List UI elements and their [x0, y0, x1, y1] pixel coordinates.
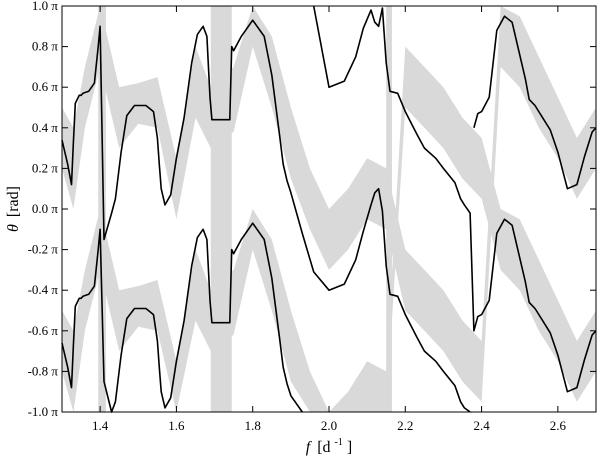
y-tick-label: -1.0 π — [28, 404, 59, 419]
y-tick-label: -0.2 π — [28, 242, 59, 257]
y-tick-label: -0.8 π — [28, 363, 59, 378]
series-line — [61, 15, 597, 413]
line-layer — [61, 5, 597, 413]
x-tick-label: 2.2 — [397, 418, 413, 433]
uncertainty-band — [62, 46, 596, 412]
y-tick-label: 0.6 π — [32, 79, 59, 94]
x-tick-label: 2.4 — [473, 418, 490, 433]
y-axis-label: θ [rad] — [5, 186, 22, 232]
vertical-band — [98, 6, 106, 412]
y-tick-label: 0.2 π — [32, 160, 59, 175]
vertical-band — [386, 6, 392, 412]
x-axis-unit-base: [d — [317, 439, 330, 456]
y-tick-label: 0.0 π — [32, 201, 59, 216]
y-tick-label: -0.4 π — [28, 282, 59, 297]
y-tick-label: 0.8 π — [32, 39, 59, 54]
x-tick-label: 1.6 — [168, 418, 185, 433]
uncertainty-band — [62, 6, 596, 402]
x-axis-unit-close: ] — [347, 439, 352, 456]
x-tick-label: 2.6 — [550, 418, 567, 433]
band-layer — [62, 6, 596, 412]
x-axis-unit-sup: -1 — [335, 437, 343, 448]
x-axis-symbol: f — [306, 439, 313, 456]
y-tick-label: -0.6 π — [28, 323, 59, 338]
vertical-band — [210, 6, 232, 412]
y-axis-unit: [rad] — [5, 186, 22, 217]
x-tick-label: 2.0 — [321, 418, 337, 433]
x-tick-label: 1.4 — [92, 418, 109, 433]
y-tick-label: 1.0 π — [32, 0, 59, 13]
x-axis-label: f [d -1 ] — [306, 432, 352, 456]
tick-layer: 1.4 1.6 1.8 2.0 2.2 2.4 2.6 1.0 π 0.8 π 0.6 π 0.4 … — [28, 0, 596, 433]
series-line — [61, 5, 597, 413]
x-tick-label: 1.8 — [245, 418, 261, 433]
y-tick-label: 0.4 π — [32, 120, 59, 135]
y-axis-symbol: θ — [5, 224, 22, 232]
